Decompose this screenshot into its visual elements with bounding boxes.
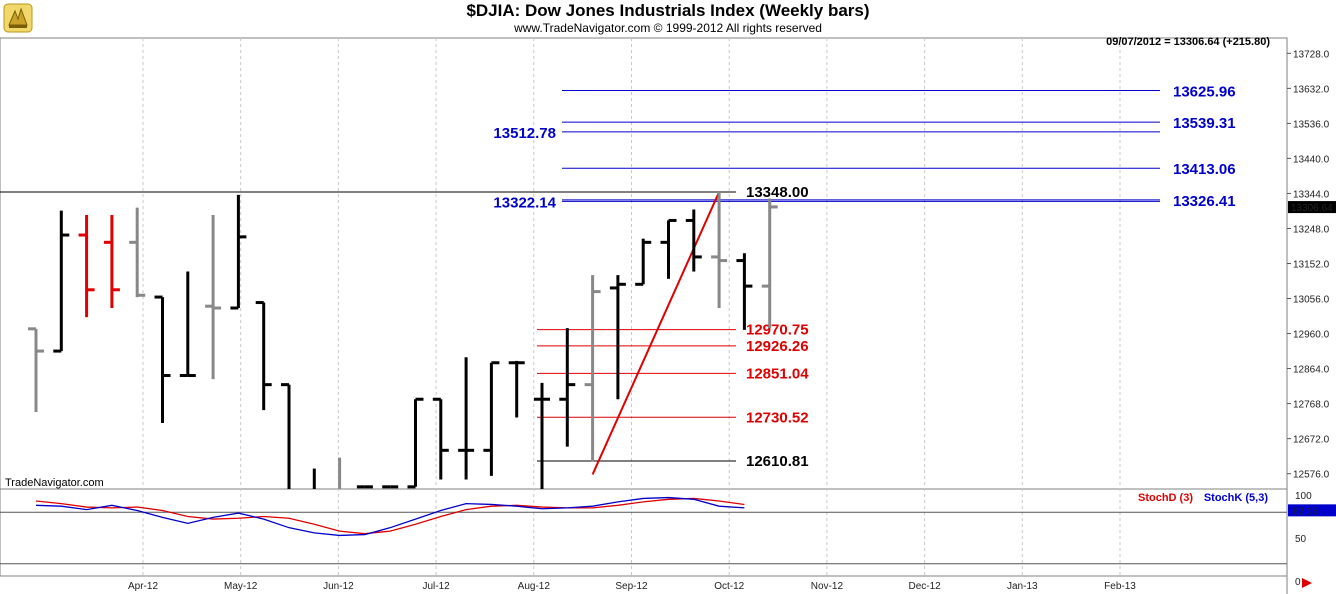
ohlc-bar: [179, 271, 196, 378]
level-label: 13625.96: [1173, 84, 1236, 101]
ohlc-bar: [609, 275, 626, 400]
level-label: 12926.26: [746, 338, 809, 355]
level-label: 12851.04: [746, 365, 809, 382]
y-tick-label: 12672.0: [1293, 435, 1330, 446]
ohlc-bar: [736, 253, 753, 330]
y-tick-label: 12768.0: [1293, 400, 1330, 411]
ohlc-bar: [205, 214, 222, 380]
stochd-line: [35, 497, 745, 535]
level-label: 12610.81: [746, 453, 809, 470]
level-label: 13413.06: [1173, 161, 1236, 178]
x-tick-label: Sep-12: [615, 581, 648, 592]
ohlc-bar: [711, 191, 728, 309]
level-label: 13326.41: [1173, 193, 1236, 210]
last-price-label: 13306.64: [1291, 203, 1333, 214]
stoch-y-tick-label: 50: [1295, 534, 1307, 545]
stochd-legend: StochD (3): [1138, 492, 1193, 504]
y-tick-label: 12960.0: [1293, 330, 1330, 341]
ohlc-bar: [584, 275, 601, 462]
level-label: 13512.78: [493, 125, 556, 142]
ohlc-bar: [53, 210, 70, 353]
stoch-y-tick-label: 100: [1295, 491, 1312, 502]
level-label: 13539.31: [1173, 115, 1236, 132]
copyright-text: www.TradeNavigator.com © 1999-2012 All r…: [514, 21, 822, 35]
scroll-arrow-icon[interactable]: [1302, 578, 1312, 588]
level-label: 12970.75: [746, 322, 809, 339]
tradenavigator-logo-icon: [3, 3, 33, 33]
ohlc-bars: [28, 191, 778, 489]
ohlc-bar: [660, 218, 677, 279]
ohlc-bar: [483, 361, 500, 476]
x-tick-label: Jul-12: [422, 581, 450, 592]
y-tick-label: 13152.0: [1293, 260, 1330, 271]
stoch-value-tag: [1288, 504, 1336, 517]
ohlc-bar: [129, 207, 146, 298]
x-tick-label: Jun-12: [323, 581, 354, 592]
fib-levels: 13625.96 13539.31 13512.78 13413.06 13348.00…: [0, 84, 1236, 475]
x-tick-label: Oct-12: [714, 581, 744, 592]
ohlc-bar: [761, 198, 778, 329]
last-bar-readout: 09/07/2012 = 13306.64 (+215.80): [1106, 36, 1270, 48]
trend-line: [591, 191, 721, 475]
y-tick-label: 13440.0: [1293, 154, 1330, 165]
x-tick-label: Nov-12: [811, 581, 844, 592]
ohlc-bar: [508, 360, 525, 418]
stoch-y-tick-label: 0: [1295, 577, 1301, 588]
stochk-legend: StochK (5,3): [1204, 492, 1269, 504]
level-label: 13348.00: [746, 184, 809, 201]
x-tick-label: Apr-12: [128, 581, 158, 592]
x-tick-label: Aug-12: [518, 581, 551, 592]
y-tick-label: 12864.0: [1293, 365, 1330, 376]
x-tick-label: Jan-13: [1007, 581, 1038, 592]
ohlc-bar: [635, 238, 652, 286]
y-tick-label: 13728.0: [1293, 49, 1330, 60]
y-tick-label: 12576.0: [1293, 470, 1330, 481]
ohlc-bar: [230, 194, 247, 310]
ohlc-bar: [685, 209, 702, 272]
ohlc-bar: [78, 214, 95, 318]
x-tick-label: Feb-13: [1104, 581, 1136, 592]
ohlc-bar: [534, 382, 550, 489]
y-tick-label: 13248.0: [1293, 224, 1330, 235]
stochastic-panel: [0, 496, 1287, 565]
level-label: 12730.52: [746, 409, 809, 426]
ohlc-bar: [103, 214, 120, 309]
grid-lines: [0, 37, 1288, 577]
ohlc-bar: [255, 301, 272, 411]
x-tick-label: May-12: [224, 581, 258, 592]
ohlc-bar: [407, 397, 424, 489]
chart-title: $DJIA: Dow Jones Industrials Index (Week…: [466, 1, 870, 20]
y-tick-label: 13632.0: [1293, 84, 1330, 95]
ohlc-bar: [559, 328, 576, 447]
ohlc-bar: [458, 357, 475, 480]
y-tick-label: 13536.0: [1293, 119, 1330, 130]
ohlc-bar: [154, 295, 171, 423]
x-tick-label: Dec-12: [908, 581, 941, 592]
ohlc-bar: [281, 383, 291, 489]
stoch-value-label: 82.15: [1293, 506, 1318, 517]
chart-header: $DJIA: Dow Jones Industrials Index (Week…: [0, 0, 1336, 38]
y-tick-label: 13344.0: [1293, 189, 1330, 200]
ohlc-bar: [432, 397, 449, 480]
watermark: TradeNavigator.com: [5, 477, 104, 489]
stochk-line: [35, 496, 745, 537]
axes: Apr-12 May-12 Jun-12 Jul-12 Aug-12 Sep-12 Oct-…: [128, 38, 1336, 594]
y-tick-label: 13056.0: [1293, 295, 1330, 306]
ohlc-bar: [28, 327, 44, 413]
last-price-tag: [1288, 201, 1336, 214]
level-label: 13322.14: [493, 194, 556, 211]
